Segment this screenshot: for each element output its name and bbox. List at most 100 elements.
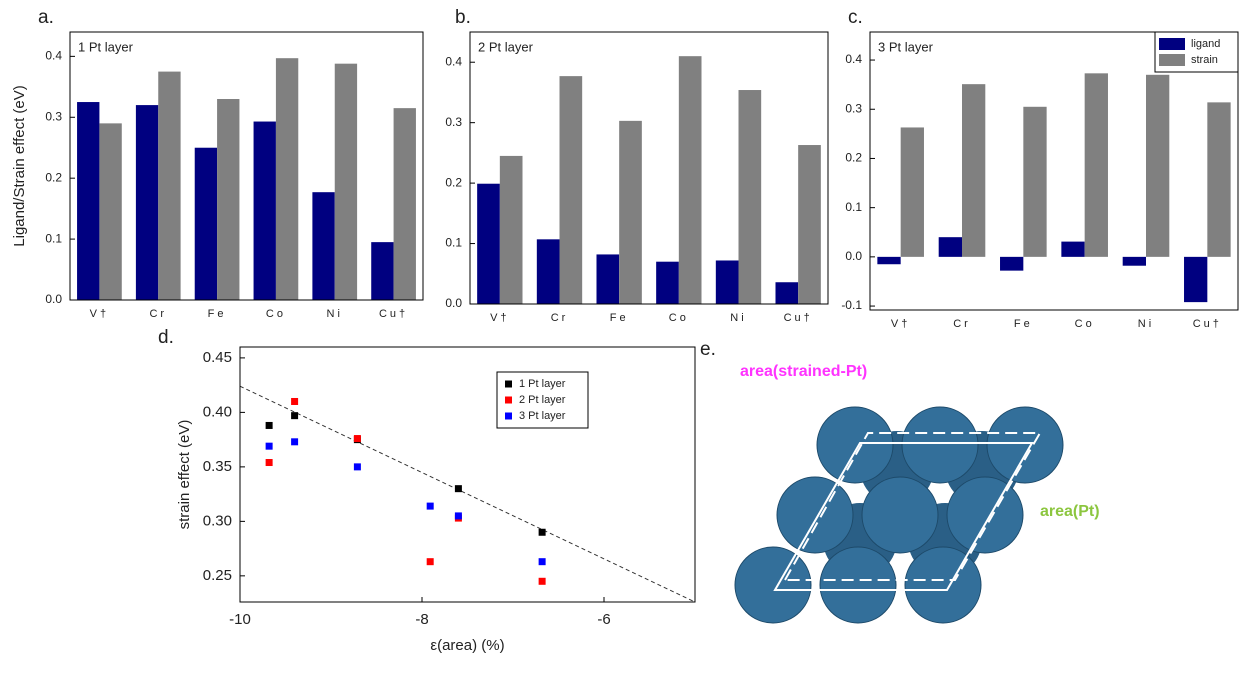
bar (1207, 102, 1230, 256)
x-tick-label: Cu† (784, 312, 813, 324)
x-tick-label: Ni (730, 312, 746, 324)
point (266, 443, 273, 450)
atom-diagram: e. area(strained-Pt) area(Pt) (700, 339, 1100, 623)
y-tick-label: 0.40 (203, 403, 232, 420)
point (291, 398, 298, 405)
y-tick-label: 0.45 (203, 349, 232, 366)
panel-title: 1 Pt layer (78, 39, 134, 54)
y-tick-label: 0.25 (203, 567, 232, 584)
y-axis-title: strain effect (eV) (176, 420, 193, 530)
y-tick-label: 0.1 (845, 200, 862, 214)
bar (500, 156, 523, 304)
x-tick-label: -10 (229, 611, 251, 628)
legend-label: 2 Pt layer (519, 394, 566, 406)
legend-label: 3 Pt layer (519, 410, 566, 422)
y-tick-label: 0.4 (845, 52, 862, 66)
bar (679, 56, 702, 304)
bar (739, 90, 762, 304)
point (266, 459, 273, 466)
panel-label: c. (848, 7, 863, 28)
point (291, 412, 298, 419)
bar (276, 58, 298, 300)
y-tick-label: 0.1 (445, 236, 462, 250)
x-axis-title: ε(area) (%) (430, 637, 504, 654)
bar (394, 108, 416, 300)
x-tick-label: V† (90, 308, 109, 320)
panel-label: b. (455, 7, 471, 28)
bar (596, 254, 619, 304)
point (291, 438, 298, 445)
bar (716, 260, 739, 304)
bar (158, 72, 180, 300)
x-tick-label: Fe (610, 312, 629, 324)
point (539, 558, 546, 565)
x-tick-label: Ni (1138, 318, 1154, 330)
point (354, 435, 361, 442)
bar (1023, 107, 1046, 257)
y-tick-label: 0.4 (445, 54, 462, 68)
legend-label: strain (1191, 54, 1218, 66)
y-tick-label: 0.3 (445, 115, 462, 129)
bar (77, 102, 99, 300)
bar (775, 282, 798, 304)
bar (537, 239, 560, 304)
x-tick-label: Fe (208, 308, 227, 320)
x-tick-label: Cr (149, 308, 167, 320)
bar (619, 121, 642, 304)
legend-marker (1159, 38, 1185, 50)
y-tick-label: 0.3 (45, 109, 62, 123)
plot-frame (470, 32, 828, 304)
bar (217, 99, 239, 300)
panel-title: 2 Pt layer (478, 39, 534, 54)
panel-label: e. (700, 339, 716, 360)
point (354, 463, 361, 470)
bar (1000, 257, 1023, 271)
bar (656, 262, 679, 304)
bar (1061, 242, 1084, 257)
bar (901, 127, 924, 256)
x-tick-label: Ni (327, 308, 343, 320)
bar (136, 105, 158, 300)
bar (477, 184, 500, 304)
bar (877, 257, 900, 264)
bar (195, 148, 217, 300)
point (539, 578, 546, 585)
plot-frame (240, 347, 695, 602)
x-tick-label: -6 (597, 611, 610, 628)
point (427, 558, 434, 565)
bar (371, 242, 393, 300)
x-tick-label: Co (1075, 318, 1095, 330)
point (455, 512, 462, 519)
bar (312, 192, 334, 300)
bar (335, 64, 357, 300)
x-tick-label: -8 (415, 611, 428, 628)
y-tick-label: 0.2 (445, 175, 462, 189)
y-tick-label: 0.2 (845, 151, 862, 165)
figure: e. area(strained-Pt) area(Pt) a.0.00.10.… (0, 0, 1241, 685)
bar (254, 122, 276, 300)
fit-line (240, 386, 695, 602)
bar (99, 123, 121, 300)
y-tick-label: 0.0 (445, 296, 462, 310)
point (427, 503, 434, 510)
bar (560, 76, 583, 304)
y-tick-label: 0.1 (45, 231, 62, 245)
x-tick-label: V† (490, 312, 509, 324)
plot-frame (70, 32, 423, 300)
panel-label: d. (158, 327, 174, 348)
legend-label: 1 Pt layer (519, 378, 566, 390)
x-tick-label: Fe (1014, 318, 1033, 330)
bar (798, 145, 821, 304)
legend-marker (505, 381, 512, 388)
point (455, 485, 462, 492)
x-tick-label: Cu† (379, 308, 408, 320)
bar (1184, 257, 1207, 302)
bar (962, 84, 985, 257)
plot-frame (870, 32, 1238, 310)
legend-marker (505, 413, 512, 420)
y-tick-label: 0.30 (203, 512, 232, 529)
point (539, 529, 546, 536)
y-tick-label: 0.2 (45, 170, 62, 184)
area-label: area(strained-Pt) (740, 363, 867, 380)
bar (1123, 257, 1146, 266)
